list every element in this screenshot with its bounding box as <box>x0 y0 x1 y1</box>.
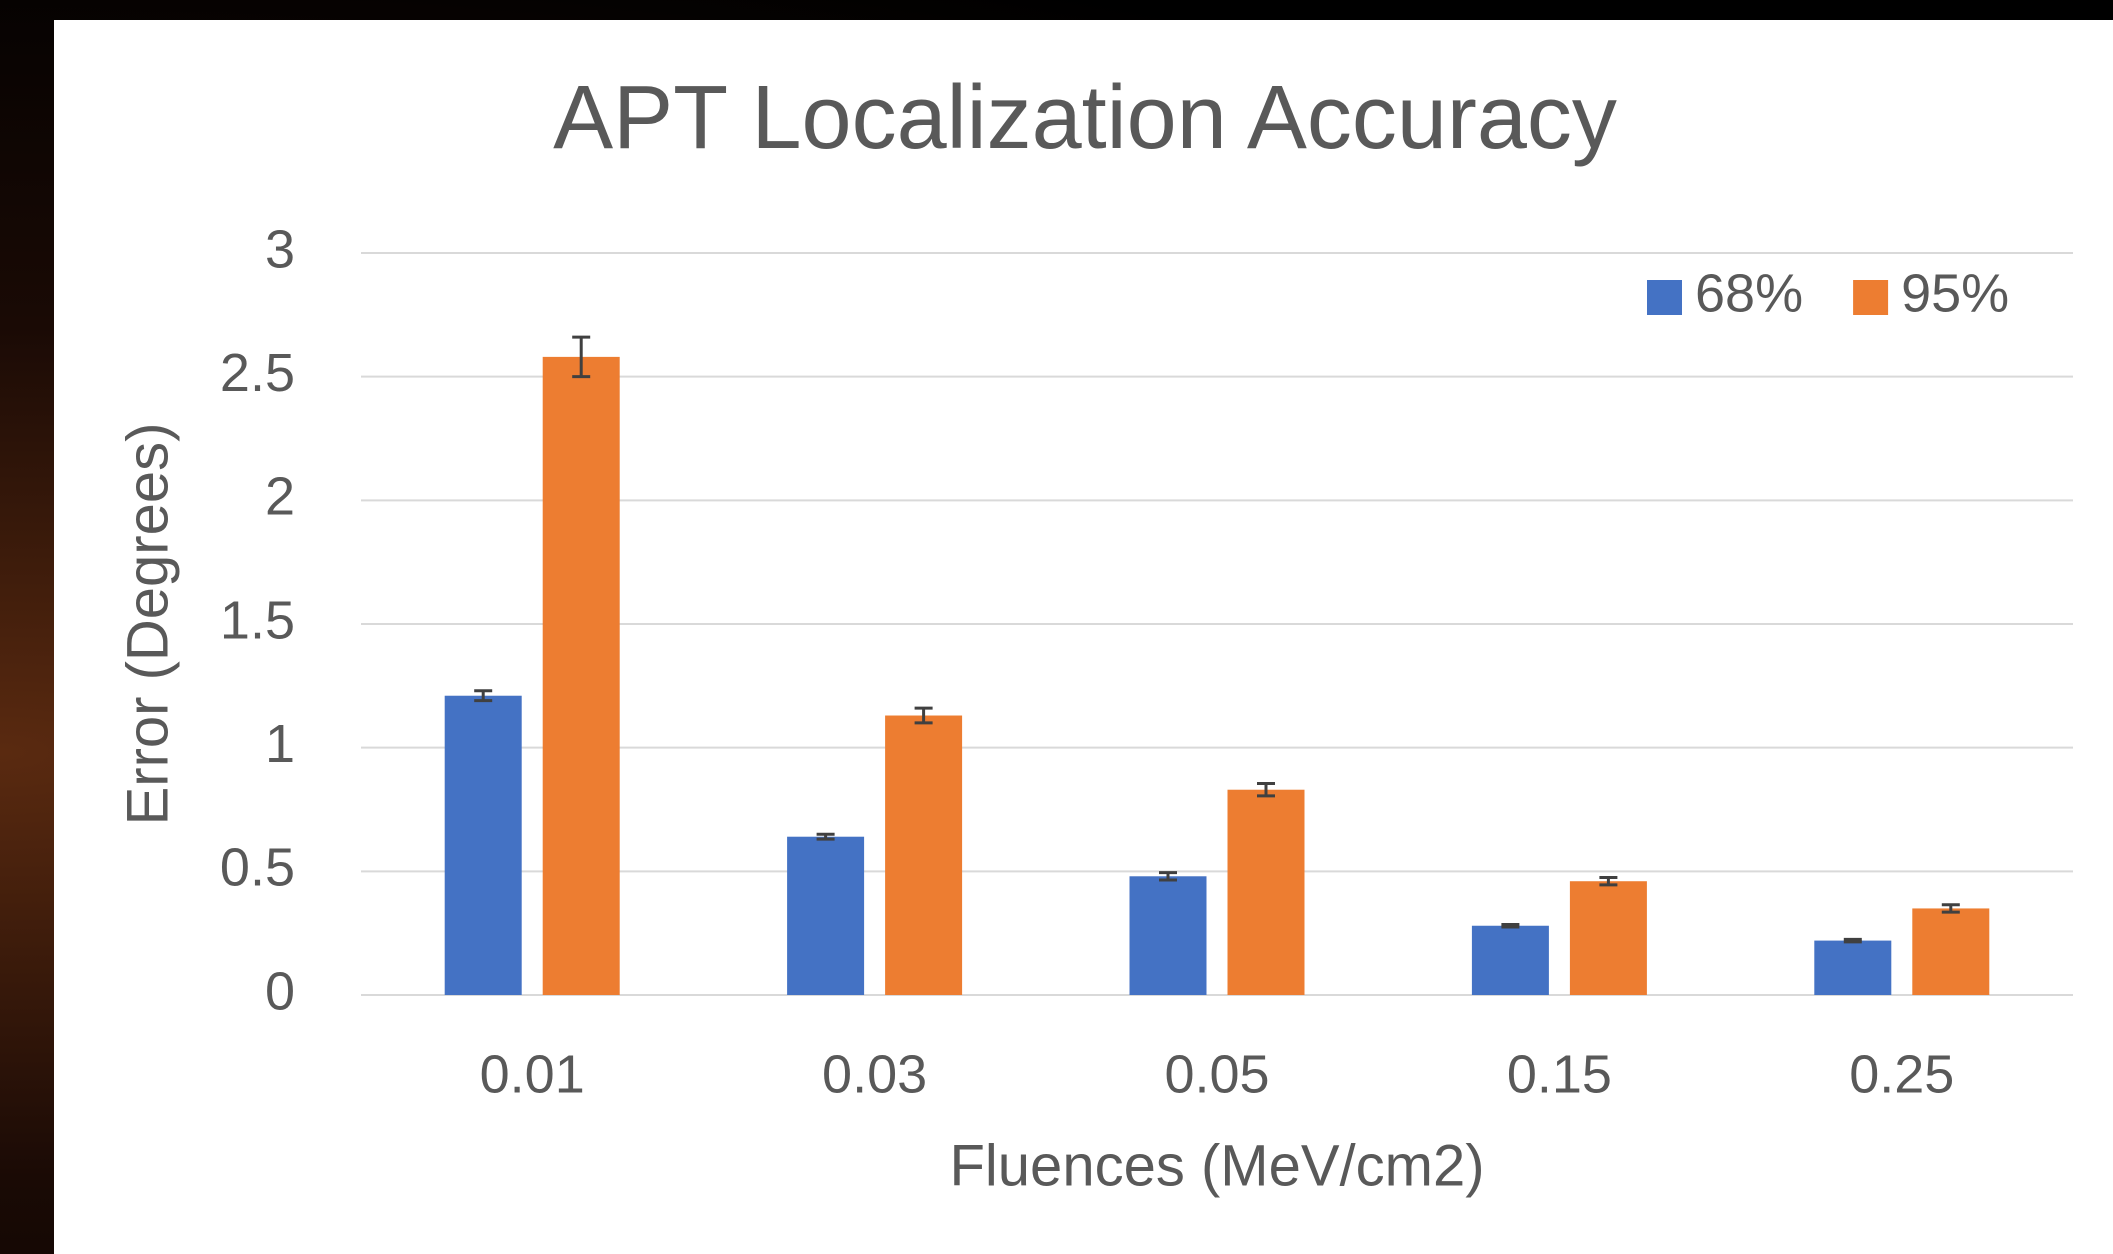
y-tick-label: 0 <box>265 961 295 1021</box>
legend-swatch <box>1853 280 1889 315</box>
x-tick-label: 0.25 <box>1849 1044 1954 1104</box>
legend-swatch <box>1647 280 1682 315</box>
x-axis-title: Fluences (MeV/cm2) <box>949 1133 1484 1198</box>
bar <box>787 836 865 995</box>
y-axis-title: Error (Degrees) <box>115 423 180 826</box>
bar <box>1471 925 1549 995</box>
y-tick-label: 1.5 <box>220 590 295 650</box>
bar <box>444 695 522 995</box>
chart-panel <box>54 20 2113 1254</box>
legend-label: 68% <box>1695 263 1803 323</box>
x-tick-label: 0.01 <box>480 1044 585 1104</box>
x-tick-label: 0.05 <box>1164 1044 1269 1104</box>
x-tick-label: 0.03 <box>822 1044 927 1104</box>
bar <box>885 715 963 995</box>
chart-title: APT Localization Accuracy <box>553 68 1617 168</box>
bar <box>1814 940 1892 995</box>
bar <box>542 356 620 995</box>
bar <box>1912 908 1990 995</box>
y-tick-label: 2.5 <box>220 343 295 403</box>
y-tick-label: 3 <box>265 219 295 279</box>
bar <box>1129 876 1207 995</box>
y-tick-label: 1 <box>265 714 295 774</box>
x-tick-label: 0.15 <box>1507 1044 1612 1104</box>
bar <box>1227 789 1305 995</box>
y-tick-label: 0.5 <box>220 838 295 898</box>
legend-label: 95% <box>1901 263 2009 323</box>
bar <box>1569 881 1647 995</box>
y-tick-label: 2 <box>265 467 295 527</box>
